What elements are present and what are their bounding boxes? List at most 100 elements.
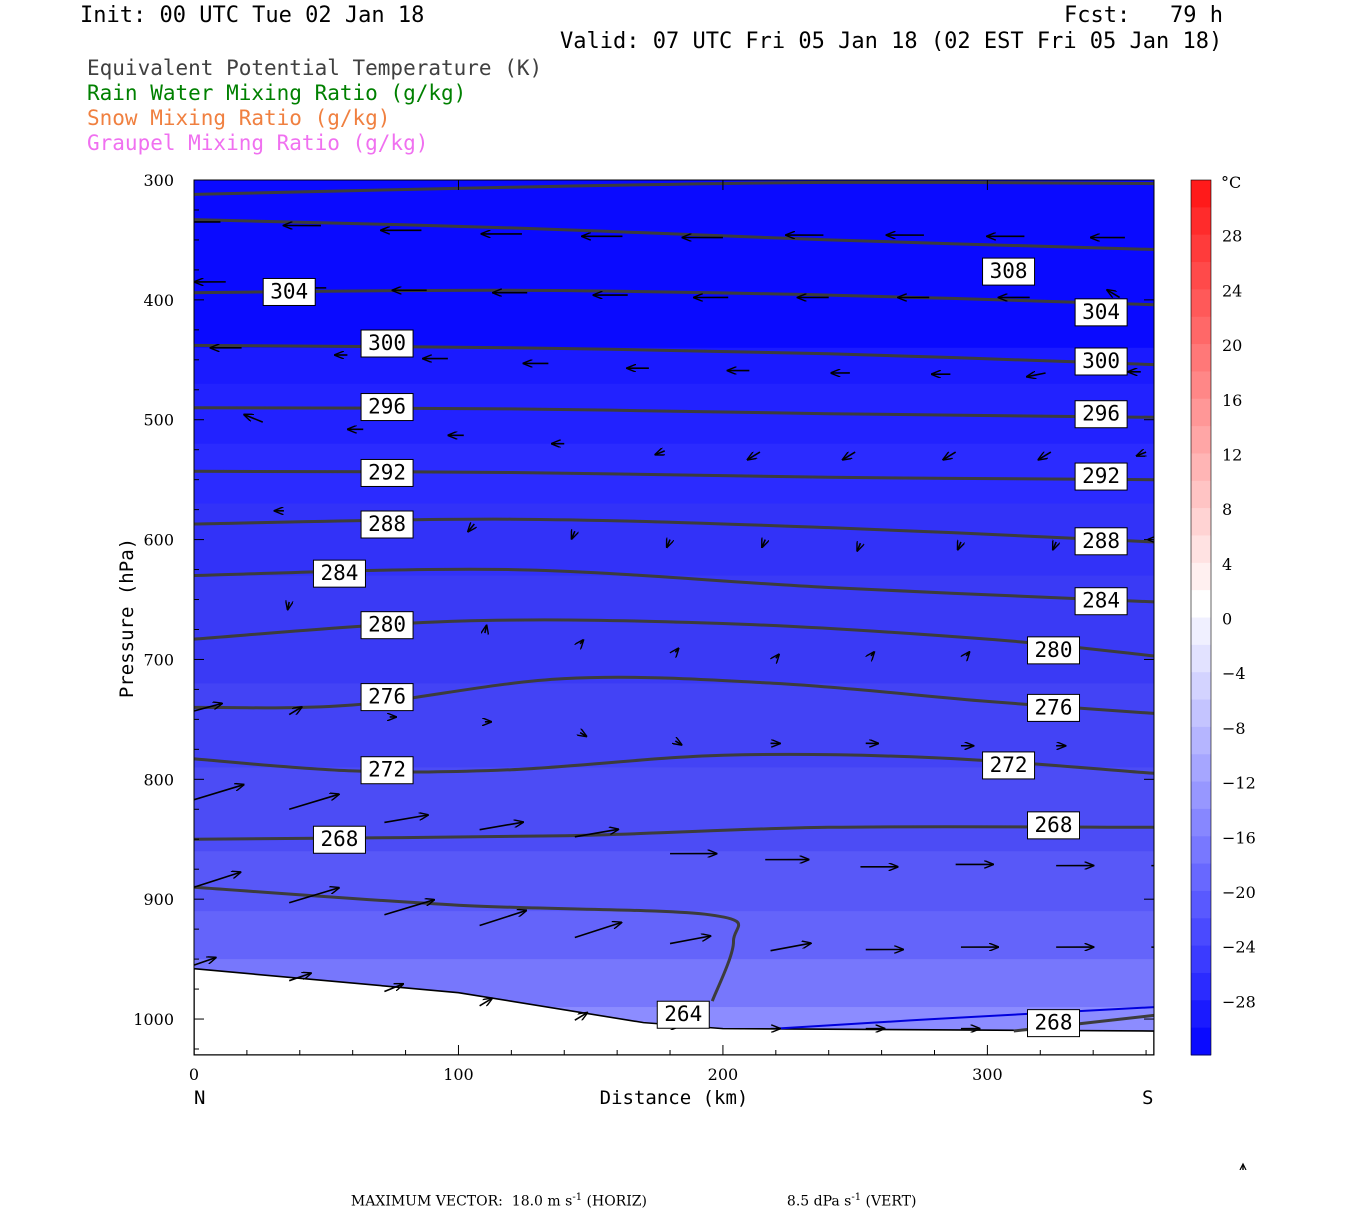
colorbar-tick-1: 24 (1222, 281, 1242, 300)
contour-label-300-3: 300 (361, 330, 413, 357)
colorbar (1191, 180, 1211, 1056)
colorbar-bin-30 (1191, 1000, 1211, 1028)
contour-label-text: 304 (1082, 300, 1120, 324)
colorbar-tick-6: 4 (1222, 555, 1232, 574)
contour-label-text: 284 (320, 561, 358, 585)
colorbar-bin-6 (1191, 344, 1211, 372)
colorbar-tick-4: 12 (1222, 445, 1242, 464)
colorbar-bin-29 (1191, 973, 1211, 1001)
colorbar-tick-10: −12 (1222, 774, 1256, 793)
max-vector-vert: 8.5 dPa s-1 (VERT) (778, 1176, 916, 1210)
temperature-shading (194, 180, 1154, 1056)
contour-label-text: 288 (368, 512, 406, 536)
colorbar-bin-18 (1191, 672, 1211, 700)
y-axis-label: Pressure (hPa) (116, 538, 138, 698)
colorbar-tick-13: −24 (1222, 938, 1256, 957)
y-tick-label-1000: 1000 (133, 1010, 174, 1029)
contour-label-text: 272 (368, 758, 406, 782)
contour-label-292-7: 292 (361, 459, 413, 486)
colorbar-bin-5 (1191, 317, 1211, 345)
colorbar-tick-12: −20 (1222, 883, 1256, 902)
contour-label-text: 304 (270, 279, 308, 303)
contour-label-288-10: 288 (1075, 528, 1127, 555)
contour-label-272-17: 272 (361, 757, 413, 784)
colorbar-bin-8 (1191, 399, 1211, 427)
y-tick-label-600: 600 (143, 531, 174, 550)
contour-label-264-21: 264 (657, 1001, 709, 1028)
colorbar-bin-27 (1191, 918, 1211, 946)
colorbar-bin-14 (1191, 563, 1211, 591)
cross-section-chart: 308 304 304 300 300 296 296 292 292 288 288 284 284 2… (0, 0, 1350, 1170)
colorbar-bin-16 (1191, 618, 1211, 646)
contour-label-text: 308 (990, 259, 1028, 283)
colorbar-bin-13 (1191, 535, 1211, 563)
colorbar-tick-5: 8 (1222, 500, 1232, 519)
contour-label-text: 296 (1082, 402, 1120, 426)
max-vector-vert-label: (VERT) (861, 1194, 916, 1210)
colorbar-bin-4 (1191, 289, 1211, 317)
colorbar-bin-2 (1191, 235, 1211, 263)
x-tick-label-0: 0 (189, 1065, 199, 1084)
contour-label-272-18: 272 (983, 752, 1035, 779)
colorbar-bin-31 (1191, 1028, 1211, 1056)
contour-label-304-2: 304 (1075, 299, 1127, 326)
colorbar-tick-11: −16 (1222, 828, 1256, 847)
contour-label-text: 272 (990, 753, 1028, 777)
colorbar-tick-2: 20 (1222, 336, 1242, 355)
colorbar-bin-1 (1191, 207, 1211, 235)
colorbar-bin-20 (1191, 727, 1211, 755)
y-tick-label-800: 800 (143, 770, 174, 789)
x-tick-label-100: 100 (443, 1065, 474, 1084)
contour-label-text: 276 (1035, 695, 1073, 719)
y-tick-label-700: 700 (143, 650, 174, 669)
colorbar-tick-14: −28 (1222, 992, 1256, 1011)
max-vector-exp-1: -1 (572, 1192, 582, 1203)
contour-label-text: 280 (368, 613, 406, 637)
contour-label-268-22: 268 (1028, 1010, 1080, 1037)
colorbar-bin-28 (1191, 946, 1211, 974)
contour-label-268-19: 268 (313, 826, 365, 853)
contour-label-296-5: 296 (361, 394, 413, 421)
contour-label-text: 292 (368, 460, 406, 484)
colorbar-bin-26 (1191, 891, 1211, 919)
contour-label-304-1: 304 (263, 278, 315, 305)
colorbar-bin-25 (1191, 864, 1211, 892)
reference-vector-icon (1152, 1164, 1246, 1170)
temp-band-9 (194, 911, 1154, 960)
contour-label-text: 300 (368, 331, 406, 355)
contour-label-text: 280 (1035, 638, 1073, 662)
contour-label-296-6: 296 (1075, 401, 1127, 428)
contour-label-text: 268 (320, 827, 358, 851)
contour-label-276-15: 276 (361, 684, 413, 711)
contour-label-text: 300 (1082, 349, 1120, 373)
max-vector-horiz-label: (HORIZ) (582, 1194, 647, 1210)
colorbar-bin-24 (1191, 836, 1211, 864)
contour-label-280-14: 280 (1028, 637, 1080, 664)
contour-label-text: 264 (664, 1002, 702, 1026)
contour-label-284-11: 284 (313, 560, 365, 587)
y-tick-label-300: 300 (143, 171, 174, 190)
colorbar-bin-15 (1191, 590, 1211, 618)
contour-label-280-13: 280 (361, 612, 413, 639)
x-end-left: N (194, 1087, 205, 1109)
colorbar-tick-9: −8 (1222, 719, 1246, 738)
contour-label-300-4: 300 (1075, 348, 1127, 375)
temp-band-8 (194, 851, 1154, 912)
colorbar-bin-21 (1191, 754, 1211, 782)
colorbar-bin-17 (1191, 645, 1211, 673)
contour-label-text: 288 (1082, 529, 1120, 553)
contour-label-text: 276 (368, 685, 406, 709)
contour-label-text: 284 (1082, 589, 1120, 613)
contour-label-text: 292 (1082, 464, 1120, 488)
temp-band-1 (194, 348, 1154, 385)
colorbar-bin-3 (1191, 262, 1211, 290)
colorbar-unit: °C (1221, 173, 1241, 192)
colorbar-bin-23 (1191, 809, 1211, 837)
y-tick-label-400: 400 (143, 291, 174, 310)
y-tick-label-500: 500 (143, 411, 174, 430)
colorbar-bin-19 (1191, 700, 1211, 728)
temp-band-2 (194, 384, 1154, 445)
max-vector-exp-2: -1 (851, 1192, 861, 1203)
max-vector-vert-value: 8.5 dPa s (787, 1194, 851, 1210)
colorbar-tick-3: 16 (1222, 391, 1242, 410)
